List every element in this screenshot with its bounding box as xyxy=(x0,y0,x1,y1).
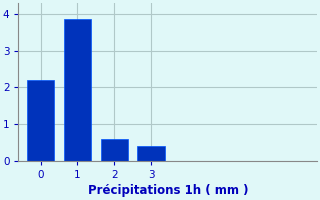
X-axis label: Précipitations 1h ( mm ): Précipitations 1h ( mm ) xyxy=(88,184,248,197)
Bar xyxy=(100,139,128,161)
Bar xyxy=(27,80,54,161)
Bar xyxy=(137,146,165,161)
Bar xyxy=(64,19,91,161)
